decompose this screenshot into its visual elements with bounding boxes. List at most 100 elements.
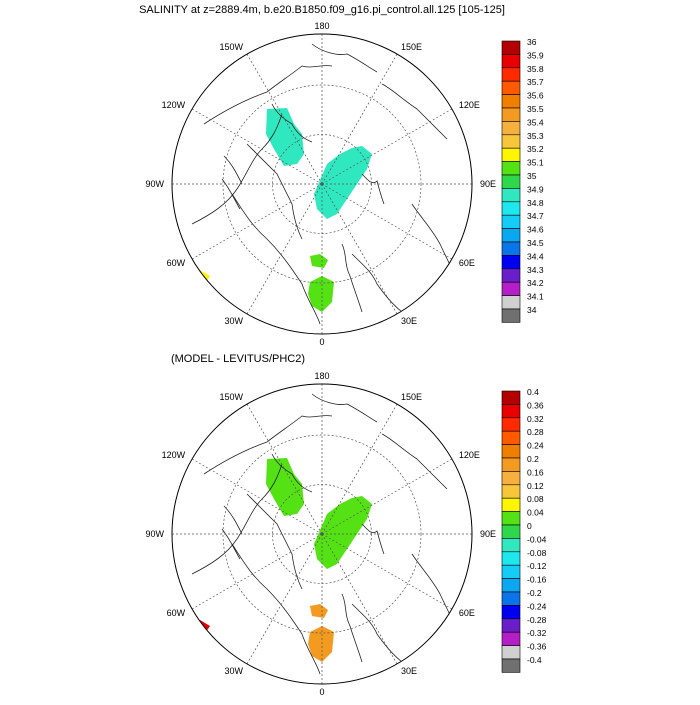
colorbar: 0.4 0.36 0.32 0.28 0.24 0.2 0.16 0.12 0.08 0.04 0 -… [501,387,547,673]
colorbar-label: 36 [527,37,537,47]
shaded-region [266,108,304,166]
longitude-label: 120W [162,100,186,110]
colorbar-label: 0.2 [527,454,539,464]
colorbar-label: 34.1 [527,292,544,302]
shaded-region [314,146,372,219]
polar-map: 180 150E 120E 90E 60E 30E 0 30W 60W 90W 120W 150W [145,371,496,697]
colorbar-box [501,591,521,606]
colorbar-box [501,40,521,55]
panel-title: SALINITY at z=2889.4m, b.e20.B1850.f09_g… [139,4,505,16]
meridian-line [191,533,323,610]
colorbar-box [501,524,521,539]
colorbar-label: 34.3 [527,265,544,275]
meridian-line [321,183,398,315]
meridian-line [321,533,398,665]
latitude-circle [222,434,422,634]
shaded-region [308,626,334,662]
colorbar-label: 34 [527,305,537,315]
colorbar-label: 34.6 [527,225,544,235]
colorbar-box [501,268,521,283]
colorbar-box [501,511,521,526]
meridian-line [321,458,453,535]
colorbar-label: -0.4 [527,655,542,665]
polar-map: 180 150E 120E 90E 60E 30E 0 30W 60W 90W 120W 150W [145,21,496,347]
longitude-label: 30W [224,666,243,676]
colorbar-box [501,308,521,323]
meridian-line [191,183,323,260]
colorbar-label: 0.12 [527,481,544,491]
colorbar-label: 35.4 [527,117,544,127]
colorbar-box [501,147,521,162]
difference-panel: (MODEL - LEVITUS/PHC2) 180 150E 120E 90E 60E… [145,353,546,697]
colorbar-box [501,54,521,69]
coastline [361,173,385,205]
colorbar-label: 35 [527,171,537,181]
coastline [246,493,303,590]
salinity-panel: SALINITY at z=2889.4m, b.e20.B1850.f09_g… [139,4,544,347]
colorbar-box [501,201,521,216]
colorbar-box [501,605,521,620]
colorbar-box [501,444,521,459]
meridian-line [321,533,453,610]
colorbar-box [501,457,521,472]
colorbar-box [501,281,521,296]
colorbar-box [501,497,521,512]
meridian-line [191,458,323,535]
colorbar-box [501,645,521,660]
coastline [191,463,283,575]
longitude-label: 90E [480,179,496,189]
colorbar-box [501,658,521,673]
longitude-label: 150E [401,42,422,52]
meridian-line [246,403,323,535]
colorbar-box [501,107,521,122]
shaded-region [310,254,328,268]
longitude-label: 60W [167,608,186,618]
colorbar-box [501,94,521,109]
coastline [203,415,333,475]
coastline [411,553,458,630]
coastline [381,433,448,490]
colorbar-box [501,228,521,243]
colorbar-box [501,161,521,176]
shaded-region [308,276,334,312]
colorbar-label: 0.24 [527,441,544,451]
colorbar-label: -0.32 [527,628,547,638]
colorbar-label: -0.16 [527,575,547,585]
latitude-circle [222,84,422,284]
colorbar-label: -0.28 [527,615,547,625]
colorbar-box [501,551,521,566]
colorbar-label: 35.5 [527,104,544,114]
colorbar-box [501,390,521,405]
coastline [411,203,458,280]
colorbar-label: 35.8 [527,64,544,74]
colorbar-label: 34.2 [527,278,544,288]
longitude-label: 180 [314,371,329,381]
colorbar-box [501,484,521,499]
colorbar-label: 34.9 [527,184,544,194]
map-content [172,34,472,334]
colorbar-label: 35.1 [527,158,544,168]
longitude-label: 60E [459,608,475,618]
colorbar-label: -0.36 [527,642,547,652]
longitude-label: 30E [401,316,417,326]
longitude-label: 60E [459,258,475,268]
longitude-label: 90E [480,529,496,539]
map-border [171,33,473,335]
colorbar-label: 0.28 [527,427,544,437]
longitude-label: 150W [219,392,243,402]
coastline [231,543,321,675]
colorbar-label: -0.04 [527,534,547,544]
colorbar-label: 35.3 [527,131,544,141]
colorbar-label: 35.9 [527,50,544,60]
colorbar-box [501,618,521,633]
colorbar-label: 0.36 [527,400,544,410]
colorbar-label: 0 [527,521,532,531]
colorbar-label: 0.16 [527,467,544,477]
coastline [341,243,363,313]
colorbar-label: 35.7 [527,77,544,87]
longitude-label: 0 [319,687,324,697]
colorbar-box [501,214,521,229]
colorbar-label: -0.24 [527,601,547,611]
colorbar-label: 35.2 [527,144,544,154]
